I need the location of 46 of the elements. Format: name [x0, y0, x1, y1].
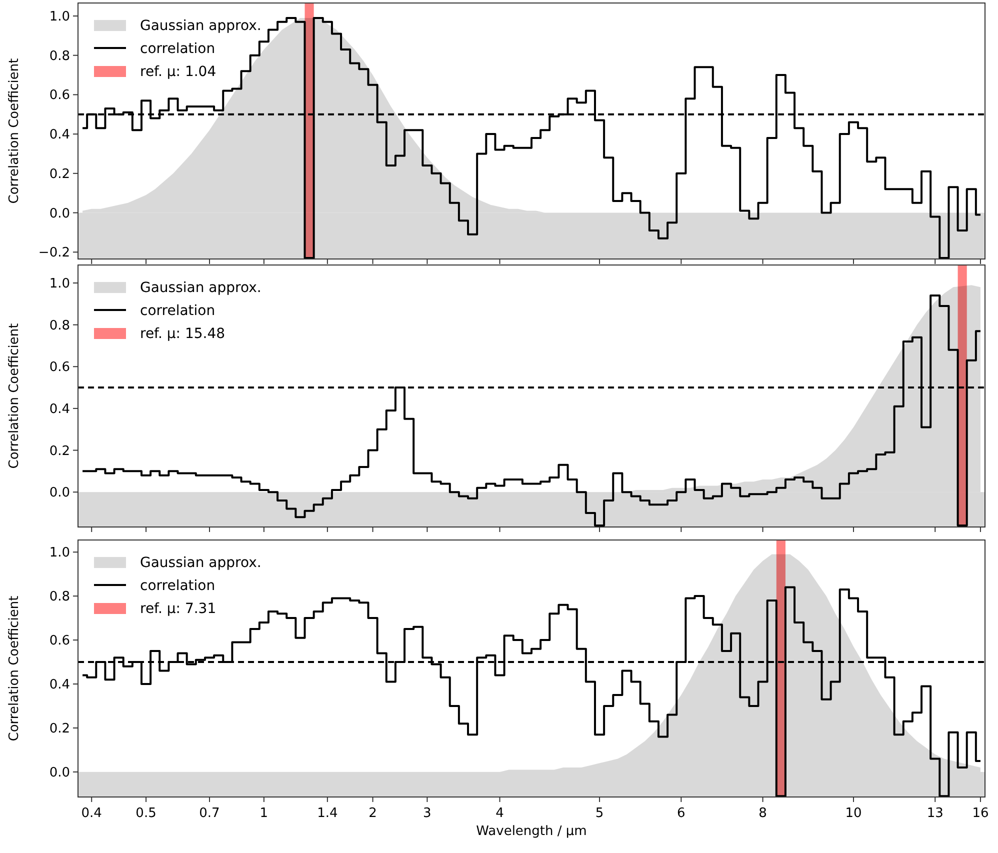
x-tick-label: 5 — [595, 806, 604, 821]
y-tick-label: 0.4 — [49, 678, 70, 693]
x-tick-label: 3 — [423, 806, 432, 821]
y-tick-label: 1.0 — [49, 10, 70, 25]
y-tick-label: 0.0 — [49, 206, 70, 222]
y-axis-title: Correlation Coefficient — [7, 323, 22, 469]
y-tick-label: 0.6 — [49, 360, 70, 376]
legend-label: correlation — [140, 302, 216, 319]
y-tick-label: 0.8 — [49, 590, 70, 605]
y-axis-title: Correlation Coefficient — [7, 596, 22, 742]
y-tick-label: 0.2 — [49, 166, 70, 182]
legend-label: Gaussian approx. — [140, 280, 262, 296]
y-tick-label: 0.6 — [49, 88, 70, 104]
y-tick-label: 0.2 — [49, 444, 70, 459]
y-tick-label: −0.2 — [38, 246, 70, 261]
y-tick-label: 0.0 — [49, 765, 70, 780]
y-tick-label: 0.2 — [49, 722, 70, 737]
x-tick-label: 1.4 — [317, 806, 338, 821]
x-tick-label: 4 — [496, 806, 504, 821]
legend-label: Gaussian approx. — [140, 554, 262, 571]
x-tick-label: 16 — [972, 806, 989, 821]
y-tick-label: 0.8 — [49, 318, 70, 334]
legend-label: Gaussian approx. — [140, 18, 262, 34]
legend-label: correlation — [140, 40, 216, 57]
x-tick-label: 0.5 — [136, 806, 156, 821]
x-tick-label: 10 — [845, 806, 862, 821]
y-tick-label: 0.8 — [49, 48, 70, 64]
legend-label: ref. µ: 1.04 — [140, 64, 216, 80]
x-tick-label: 0.7 — [199, 806, 220, 821]
y-tick-label: 0.0 — [49, 486, 70, 501]
y-tick-label: 0.4 — [49, 402, 70, 417]
x-tick-label: 2 — [368, 806, 377, 821]
x-tick-label: 0.4 — [81, 806, 102, 821]
y-axis-title: Correlation Coefficient — [7, 58, 22, 204]
x-tick-label: 6 — [677, 806, 686, 821]
x-tick-label: 1 — [260, 806, 268, 821]
y-tick-label: 1.0 — [49, 546, 70, 561]
x-axis-title: Wavelength / µm — [476, 824, 587, 839]
legend-label: ref. µ: 15.48 — [140, 326, 226, 342]
x-tick-label: 8 — [758, 806, 767, 821]
x-tick-label: 13 — [926, 806, 944, 821]
legend-label: ref. µ: 7.31 — [140, 600, 216, 617]
y-tick-label: 1.0 — [49, 276, 70, 292]
legend-label: correlation — [140, 578, 216, 594]
y-tick-label: 0.6 — [49, 634, 70, 649]
y-tick-label: 0.4 — [49, 128, 70, 143]
